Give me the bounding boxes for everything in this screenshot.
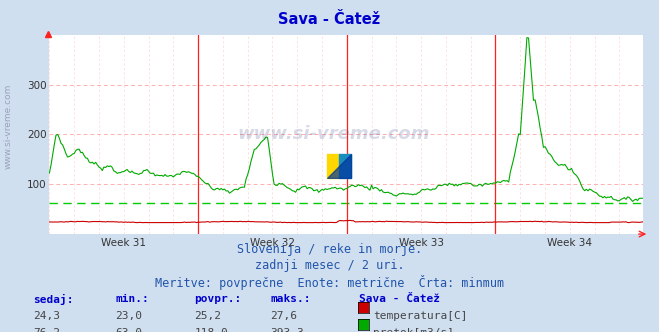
Text: 63,0: 63,0 (115, 328, 142, 332)
Text: 27,6: 27,6 (270, 311, 297, 321)
Text: 25,2: 25,2 (194, 311, 221, 321)
Polygon shape (328, 154, 351, 178)
Text: Sava - Čatež: Sava - Čatež (359, 294, 440, 304)
Text: 118,0: 118,0 (194, 328, 228, 332)
Text: Meritve: povprečne  Enote: metrične  Črta: minmum: Meritve: povprečne Enote: metrične Črta:… (155, 275, 504, 290)
Text: 23,0: 23,0 (115, 311, 142, 321)
Text: www.si-vreme.com: www.si-vreme.com (3, 83, 13, 169)
Text: www.si-vreme.com: www.si-vreme.com (238, 125, 430, 143)
Text: 76,2: 76,2 (33, 328, 60, 332)
Text: min.:: min.: (115, 294, 149, 304)
Text: pretok[m3/s]: pretok[m3/s] (373, 328, 454, 332)
Text: maks.:: maks.: (270, 294, 310, 304)
Text: Slovenija / reke in morje.: Slovenija / reke in morje. (237, 243, 422, 256)
Text: sedaj:: sedaj: (33, 294, 73, 305)
Text: zadnji mesec / 2 uri.: zadnji mesec / 2 uri. (254, 259, 405, 272)
Text: 24,3: 24,3 (33, 311, 60, 321)
Text: povpr.:: povpr.: (194, 294, 242, 304)
Text: temperatura[C]: temperatura[C] (373, 311, 467, 321)
Text: 393,3: 393,3 (270, 328, 304, 332)
Text: Sava - Čatež: Sava - Čatež (278, 12, 381, 27)
